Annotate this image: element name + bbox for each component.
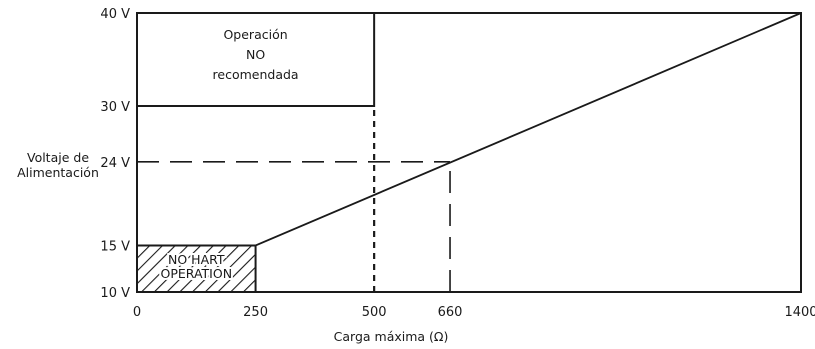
x-tick-labels: 0 250 500 660 1400 bbox=[133, 305, 815, 320]
max-load-line bbox=[137, 12, 802, 247]
not-recommended-line-1: NO bbox=[246, 47, 265, 62]
not-recommended-label: Operación NO recomendada bbox=[213, 27, 299, 82]
x-tick-1400: 1400 bbox=[784, 305, 815, 320]
y-tick-labels: 10 V 15 V 24 V 30 V 40 V bbox=[100, 7, 130, 301]
plot-frame bbox=[136, 12, 802, 293]
y-axis-label: Voltaje de Alimentación bbox=[17, 150, 99, 180]
no-hart-line-0: NO HART bbox=[168, 252, 225, 267]
y-tick-40-v: 40 V bbox=[100, 7, 130, 22]
x-tick-250: 250 bbox=[243, 305, 268, 320]
not-recommended-line-2: recomendada bbox=[213, 67, 299, 82]
x-tick-0: 0 bbox=[133, 305, 141, 320]
not-recommended-line-0: Operación bbox=[223, 27, 287, 42]
no-hart-line-1: OPERATION bbox=[161, 266, 233, 281]
y-tick-30-v: 30 V bbox=[100, 100, 130, 115]
y-tick-24-v: 24 V bbox=[100, 156, 130, 171]
x-axis-label: Carga máxima (Ω) bbox=[334, 329, 449, 344]
y-tick-15-v: 15 V bbox=[100, 240, 130, 255]
y-tick-10-v: 10 V bbox=[100, 286, 130, 301]
no-hart-label: NO HART OPERATION bbox=[161, 252, 233, 281]
y-axis-label-line-0: Voltaje de bbox=[27, 150, 89, 165]
x-tick-660: 660 bbox=[438, 305, 463, 320]
y-axis-label-line-1: Alimentación bbox=[17, 165, 99, 180]
x-tick-500: 500 bbox=[362, 305, 387, 320]
